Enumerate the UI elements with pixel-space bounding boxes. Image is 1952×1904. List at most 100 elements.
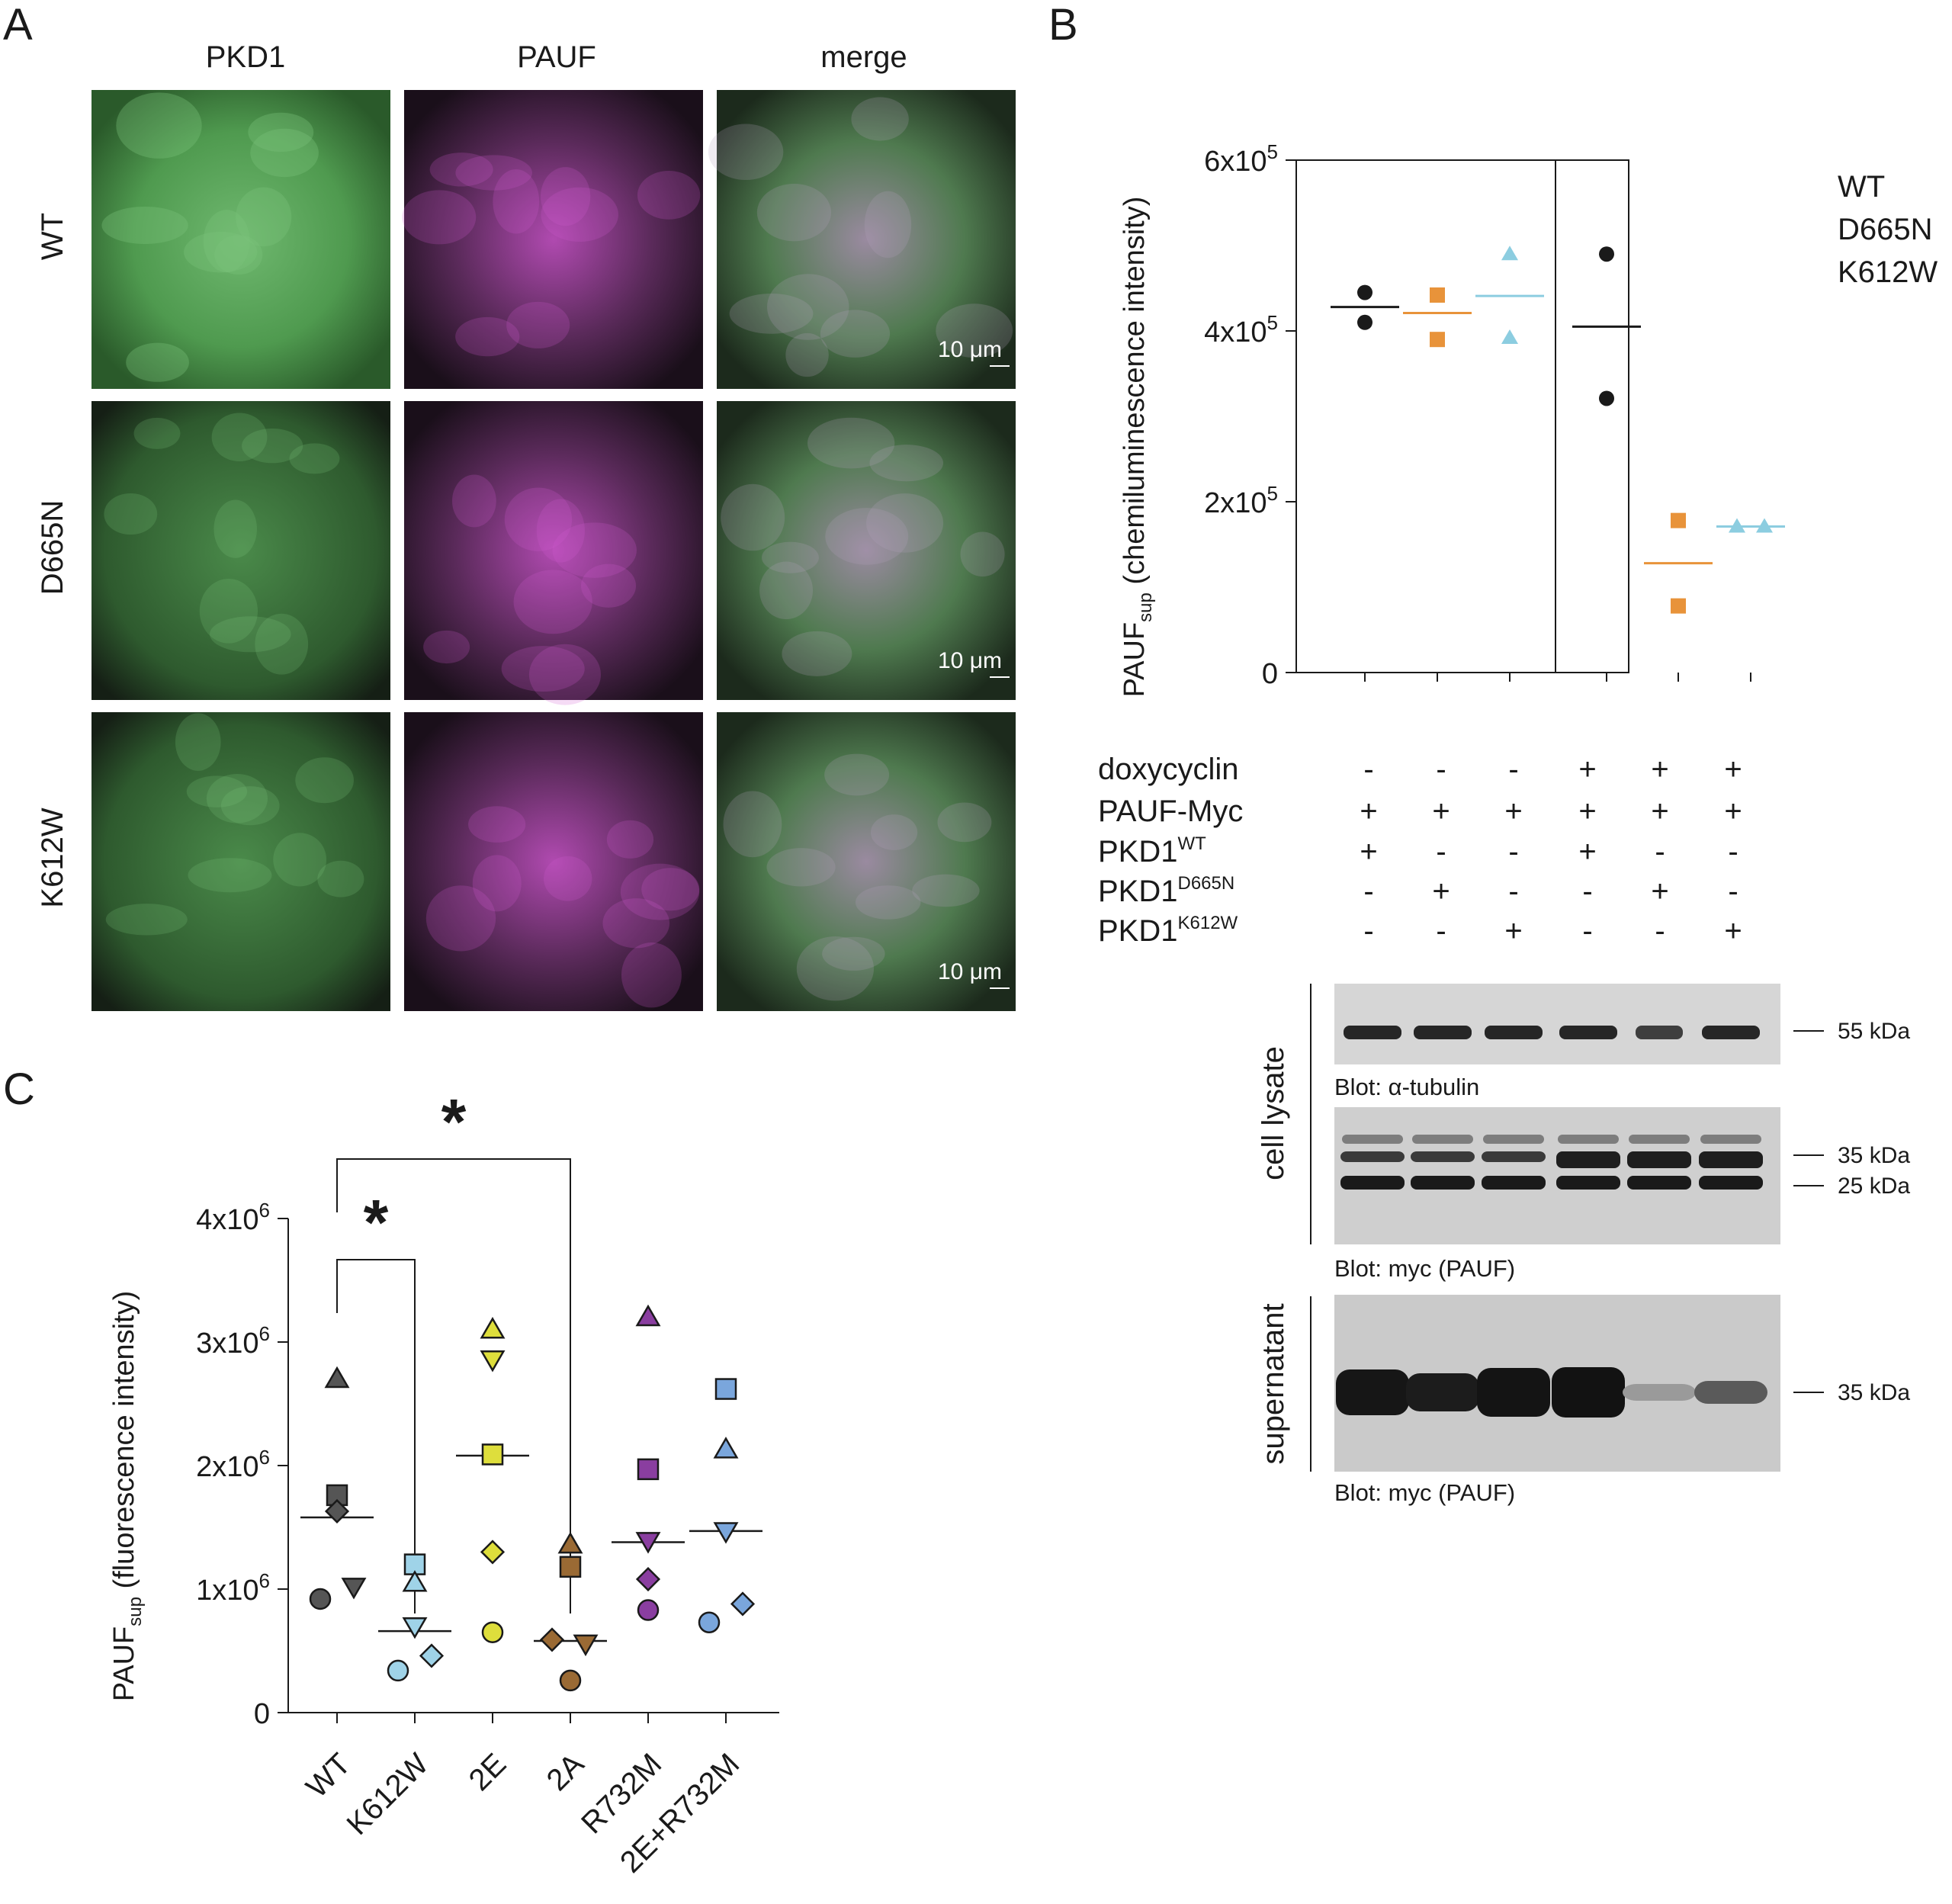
- panel-c-letter: C: [3, 1064, 35, 1114]
- micrograph-d665n-pauf-cell: [536, 499, 585, 563]
- panel-a-letter: A: [3, 0, 33, 50]
- condition-sign: -: [1655, 914, 1665, 948]
- micrograph-wt-pauf-cell: [637, 170, 701, 220]
- condition-sign: -: [1436, 835, 1446, 869]
- micrograph-d665n-merge-cell: [869, 445, 944, 482]
- scale-bar-label-wt: 10 μm: [938, 337, 1002, 362]
- micrograph-k612w-merge-cell: [824, 753, 890, 796]
- micrograph-k612w-pauf-cell: [620, 863, 700, 920]
- panel-c-y-tick-label: 0: [254, 1698, 270, 1730]
- blot-tubulin-band: [1344, 1026, 1401, 1039]
- panel-b-point: [1756, 518, 1773, 533]
- blot-supernatant-band: [1552, 1367, 1625, 1418]
- panel-c-point: [635, 1532, 661, 1554]
- micrograph-d665n-pkd1-cell: [104, 493, 158, 535]
- condition-sign: +: [1432, 795, 1450, 828]
- micrograph-wt-pauf-cell: [402, 190, 477, 245]
- micrograph-k612w-pkd1-cell: [206, 773, 268, 824]
- panel-b-y-tick-label: 6x105: [1204, 140, 1278, 178]
- blot-myc-lysate-band-upper: [1412, 1135, 1473, 1144]
- panel-c-point: [402, 1617, 428, 1639]
- blot-caption-myc-lysate: Blot: myc (PAUF): [1334, 1255, 1515, 1282]
- condition-sign: -: [1363, 914, 1373, 948]
- micrograph-wt-pkd1-cell: [184, 231, 258, 273]
- micrograph-k612w-merge-cell: [912, 874, 980, 907]
- micrograph-d665n-pauf-cell: [552, 522, 637, 578]
- panel-c-point: [698, 1611, 721, 1633]
- micrograph-d665n-pkd1-cell: [289, 443, 340, 474]
- condition-sign: +: [1360, 835, 1377, 869]
- category-label-k612w: K612W: [340, 1747, 435, 1841]
- panel-c-y-tick-label: 3x106: [196, 1322, 270, 1360]
- micrograph-k612w-pkd1-cell: [317, 860, 364, 897]
- panel-c-point: [730, 1591, 756, 1617]
- condition-sign: +: [1724, 914, 1742, 948]
- panel-c-point: [557, 1531, 583, 1554]
- blot-myc-lysate-band-35: [1627, 1151, 1691, 1168]
- blot-tubulin-band: [1414, 1026, 1472, 1039]
- blot-myc-lysate-band-upper: [1700, 1135, 1761, 1144]
- micrograph-d665n-merge: [717, 401, 1016, 700]
- col-title-pkd1: PKD1: [206, 40, 286, 74]
- micrograph-wt-pkd1-cell: [203, 210, 250, 273]
- condition-sign: -: [1508, 835, 1518, 869]
- micrograph-wt-pauf-cell: [493, 169, 540, 234]
- micrograph-d665n-pauf-cell: [528, 644, 602, 705]
- blot-myc-lysate-band-25: [1627, 1176, 1691, 1190]
- condition-label: PKD1K612W: [1098, 913, 1238, 948]
- blot-myc-lysate-band-upper: [1342, 1135, 1403, 1144]
- significance-star: *: [364, 1186, 389, 1258]
- micrograph-wt-pauf: [404, 90, 703, 389]
- panel-b-point: [1599, 390, 1614, 406]
- condition-sign: -: [1582, 914, 1592, 948]
- micrograph-wt-pauf-cell: [506, 301, 570, 348]
- panel-c-point: [559, 1556, 582, 1578]
- panel-c-point: [309, 1588, 332, 1610]
- significance-bracket: [336, 1259, 416, 1613]
- panel-c-point: [539, 1627, 565, 1652]
- condition-sign: +: [1651, 795, 1668, 828]
- panel-b-point: [1599, 246, 1614, 262]
- blot-myc-lysate-band-25: [1556, 1176, 1620, 1190]
- condition-label: PAUF-Myc: [1098, 795, 1243, 828]
- condition-sign: +: [1504, 795, 1522, 828]
- col-title-merge: merge: [820, 40, 907, 74]
- panel-b-point: [1671, 598, 1686, 614]
- panel-c-point: [637, 1599, 660, 1621]
- micrograph-k612w-pauf-cell: [602, 898, 670, 949]
- condition-sign: +: [1724, 753, 1742, 786]
- micrograph-wt-merge-cell: [729, 293, 814, 334]
- panel-b-chart: 0 2x105 4x105 6x105 PAUFsup (chemiluminescen…: [1119, 140, 1785, 697]
- condition-sign: +: [1578, 835, 1596, 869]
- micrograph-k612w-pauf-cell: [606, 820, 654, 859]
- blot-caption-myc-supernatant: Blot: myc (PAUF): [1334, 1479, 1515, 1506]
- panel-c-point: [714, 1378, 737, 1400]
- condition-sign: -: [1728, 875, 1738, 908]
- panel-c-point: [402, 1570, 428, 1592]
- micrograph-k612w-merge-cell: [937, 802, 992, 843]
- micrograph-wt-pkd1: [92, 90, 390, 389]
- micrograph-k612w-merge-cell: [796, 936, 875, 1001]
- panel-c-point: [480, 1317, 506, 1339]
- panel-b-point: [1729, 518, 1745, 533]
- micrograph-d665n-merge-cell: [866, 493, 944, 553]
- micrograph-d665n-merge-cell: [825, 508, 909, 565]
- category-label-wt: WT: [300, 1747, 357, 1804]
- blot-tubulin-band: [1702, 1026, 1760, 1039]
- blot-myc-lysate-band-25: [1482, 1176, 1546, 1190]
- condition-label: PKD1WT: [1098, 833, 1206, 869]
- condition-sign: -: [1436, 914, 1446, 948]
- micrograph-wt-pauf-cell: [541, 187, 618, 242]
- micrograph-d665n-merge-cell: [761, 541, 819, 573]
- blot-myc-lysate-band-upper: [1483, 1135, 1544, 1144]
- micrograph-k612w-pkd1-cell: [295, 757, 354, 804]
- micrograph-k612w-pkd1-cell: [186, 775, 248, 808]
- condition-sign: +: [1578, 795, 1596, 828]
- condition-sign: +: [1651, 753, 1668, 786]
- micrograph-wt-pauf-cell: [429, 153, 493, 187]
- panel-b-legend: WT D665N K612W: [1838, 170, 1938, 289]
- micrograph-d665n-pauf-cell: [451, 474, 496, 528]
- micrograph-k612w-merge-cell: [766, 848, 836, 887]
- panel-b-y-tick-label: 2x105: [1204, 482, 1278, 519]
- panel-c-point: [419, 1643, 445, 1668]
